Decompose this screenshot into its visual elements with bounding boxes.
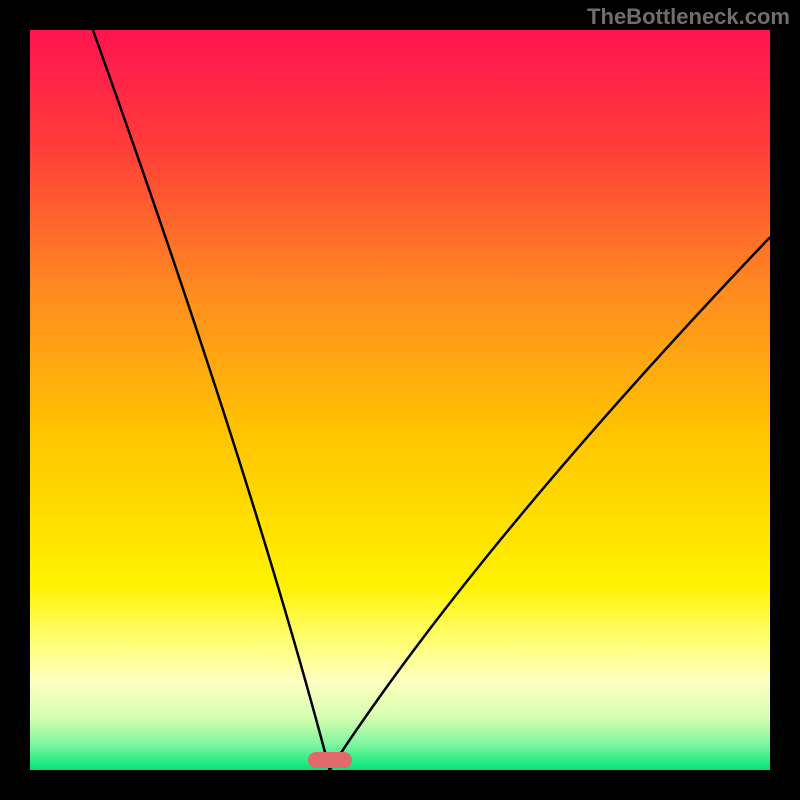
- watermark-text: TheBottleneck.com: [587, 4, 790, 30]
- curve-svg: [30, 30, 770, 770]
- optimal-marker: [308, 752, 352, 768]
- bottleneck-curve: [93, 30, 770, 770]
- plot-area: [30, 30, 770, 770]
